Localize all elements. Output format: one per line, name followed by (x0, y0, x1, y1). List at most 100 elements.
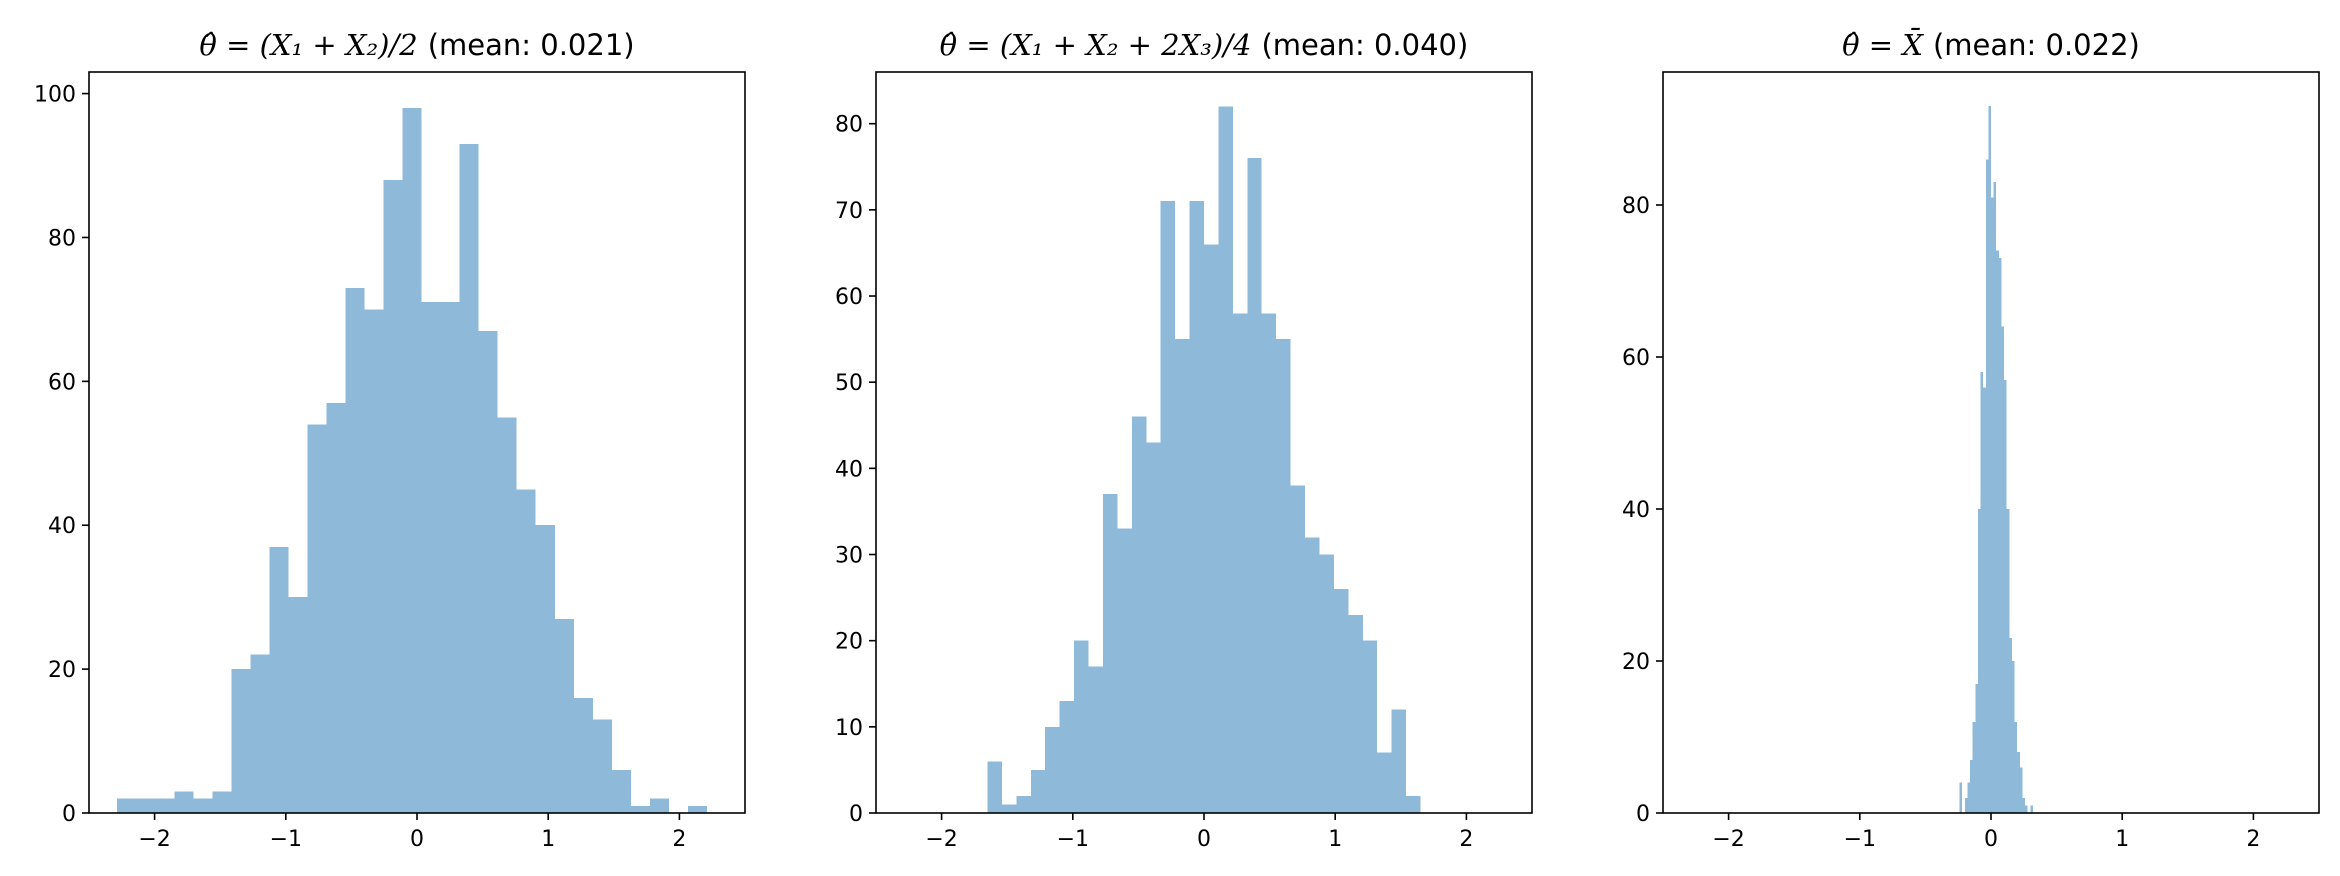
histogram-bar (554, 618, 574, 813)
histogram-bar (592, 719, 612, 813)
histogram-bar (421, 302, 441, 813)
title-formula: θ̂ = (X₁ + X₂)/2 (199, 28, 417, 62)
histogram-bar (1991, 197, 1994, 813)
y-tick-label: 40 (48, 514, 76, 539)
histogram-bar (516, 489, 536, 813)
histogram-bar (2019, 767, 2023, 813)
histogram-bar (1305, 537, 1320, 813)
x-tick-label: −2 (925, 827, 957, 852)
histogram-bar (2001, 326, 2005, 813)
histogram-bar (1967, 782, 1971, 813)
histogram-bar (2011, 661, 2015, 813)
histogram-bar (383, 179, 403, 814)
y-tick-label: 0 (1636, 802, 1650, 827)
histogram-bar (1276, 339, 1291, 813)
y-tick-label: 60 (835, 285, 863, 310)
histogram-bar (1045, 726, 1060, 813)
histogram-bar (1964, 797, 1968, 813)
histogram-bar (1319, 554, 1334, 813)
histogram-bar (497, 417, 517, 813)
histogram-bar (1993, 182, 1997, 813)
y-tick-label: 50 (835, 371, 863, 396)
histogram-bar (269, 546, 289, 813)
histogram-bar (307, 424, 327, 813)
histogram-bar (288, 597, 308, 813)
histogram-bar (1972, 721, 1976, 813)
histogram-bar (630, 805, 650, 813)
y-tick-label: 40 (835, 457, 863, 482)
x-tick-label: 1 (2115, 827, 2129, 852)
histogram-bar (2006, 509, 2010, 813)
histogram-bar (2017, 752, 2020, 813)
x-tick-label: 0 (1197, 827, 1211, 852)
chart-title: θ̂ = X̄ (mean: 0.022) (1842, 27, 2140, 62)
histogram-bar (1983, 387, 1986, 813)
histogram-bar (1970, 759, 1973, 813)
x-tick-label: −1 (270, 827, 302, 852)
y-tick-label: 60 (48, 370, 76, 395)
histogram-bar (1175, 339, 1190, 813)
x-tick-label: 2 (672, 827, 686, 852)
histogram-bar (1988, 106, 1991, 813)
histogram-bar (1232, 313, 1248, 813)
histogram-bar (2009, 638, 2012, 813)
histogram-bar (117, 798, 137, 813)
histogram-bar (649, 798, 669, 813)
histogram-bar (1290, 485, 1306, 813)
title-mean: (mean: 0.040) (1261, 28, 1468, 62)
histogram-bar (440, 302, 460, 813)
histogram-bar (1088, 666, 1103, 813)
histogram-bar (1189, 201, 1204, 813)
histogram-bar (2022, 797, 2026, 813)
histogram-bar (1980, 372, 1984, 813)
title-mean: (mean: 0.021) (428, 28, 635, 62)
histogram-bar (193, 798, 213, 813)
y-tick-label: 10 (835, 716, 863, 741)
histogram-bar (231, 669, 251, 813)
title-mean: (mean: 0.022) (1933, 28, 2140, 62)
histogram-bar (1975, 683, 1978, 813)
histogram-bar (1146, 442, 1161, 813)
histogram-bar (1998, 258, 2002, 813)
histogram-bar (1204, 244, 1219, 814)
chart-title: θ̂ = (X₁ + X₂)/2 (mean: 0.021) (199, 28, 634, 62)
histogram-bar (1016, 795, 1031, 813)
y-tick-label: 40 (1622, 498, 1650, 523)
histogram-bar (212, 791, 232, 813)
histogram-bar (1985, 159, 1989, 813)
histogram-bar (478, 330, 498, 813)
x-tick-label: −2 (138, 827, 170, 852)
histogram-bar (136, 798, 156, 813)
histogram-bar (1131, 416, 1147, 813)
histogram-bar (250, 654, 270, 813)
histogram-bar (1160, 201, 1176, 813)
histogram-bar (1996, 250, 1999, 814)
histogram-bar (1362, 640, 1378, 813)
y-tick-label: 80 (48, 226, 76, 251)
histogram-bar (2030, 805, 2033, 813)
y-tick-label: 0 (849, 802, 863, 827)
y-tick-label: 100 (34, 83, 76, 108)
title-formula: θ̂ = (X₁ + X₂ + 2X₃)/4 (940, 28, 1252, 62)
histogram-bar (326, 402, 346, 813)
title-formula: θ̂ = X̄ (1842, 27, 1924, 62)
x-tick-label: 1 (1328, 827, 1342, 852)
histogram-bar (1959, 782, 1963, 813)
histogram-bar (611, 769, 631, 813)
x-tick-label: 1 (541, 827, 555, 852)
histogram-bar (345, 287, 365, 813)
histogram-bar (987, 761, 1002, 813)
histogram-bar (1977, 509, 1981, 813)
y-tick-label: 0 (62, 802, 76, 827)
histogram-bar (535, 525, 555, 813)
histogram-bar (1391, 709, 1407, 813)
histogram-bar (2025, 805, 2028, 813)
histogram-bar (1117, 528, 1132, 813)
histogram-bar (1218, 106, 1233, 814)
y-tick-label: 30 (835, 544, 863, 569)
histogram-bar (459, 143, 479, 813)
histogram-bar (1102, 494, 1118, 813)
histogram-bar (1333, 588, 1349, 813)
